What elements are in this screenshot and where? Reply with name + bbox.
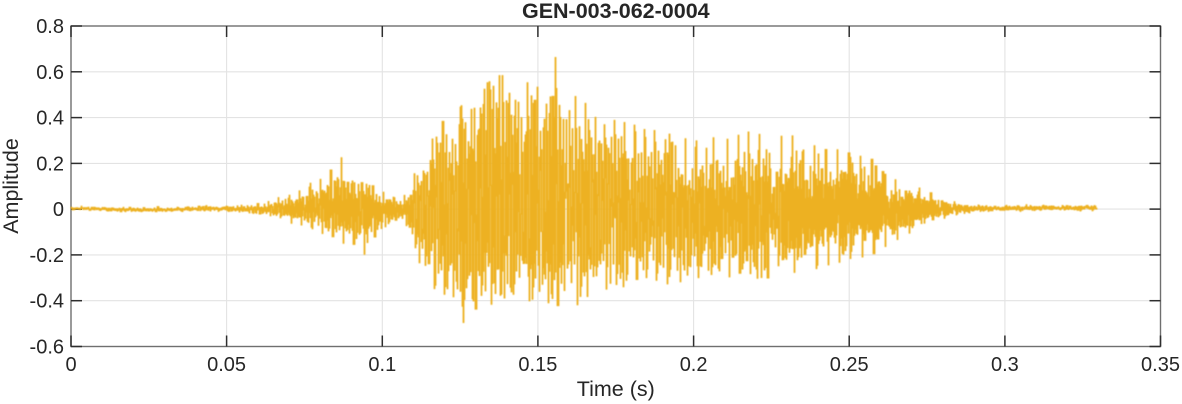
svg-text:GEN-003-062-0004: GEN-003-062-0004 (522, 0, 710, 23)
svg-text:-0.2: -0.2 (30, 245, 64, 267)
svg-text:0.4: 0.4 (36, 108, 64, 130)
svg-text:0.15: 0.15 (518, 354, 557, 376)
svg-text:-0.6: -0.6 (30, 337, 64, 359)
svg-text:Amplitude: Amplitude (0, 138, 23, 234)
svg-text:0.2: 0.2 (680, 354, 708, 376)
svg-text:0.1: 0.1 (368, 354, 396, 376)
svg-text:0.3: 0.3 (991, 354, 1019, 376)
svg-text:0.35: 0.35 (1141, 354, 1180, 376)
svg-text:0.6: 0.6 (36, 62, 64, 84)
svg-text:0.8: 0.8 (36, 16, 64, 38)
svg-text:Time (s): Time (s) (577, 377, 655, 401)
svg-text:0.05: 0.05 (207, 354, 246, 376)
svg-text:-0.4: -0.4 (30, 291, 64, 313)
svg-text:0.2: 0.2 (36, 153, 64, 175)
svg-text:0.25: 0.25 (830, 354, 869, 376)
svg-text:0: 0 (65, 354, 76, 376)
svg-text:0: 0 (53, 199, 64, 221)
